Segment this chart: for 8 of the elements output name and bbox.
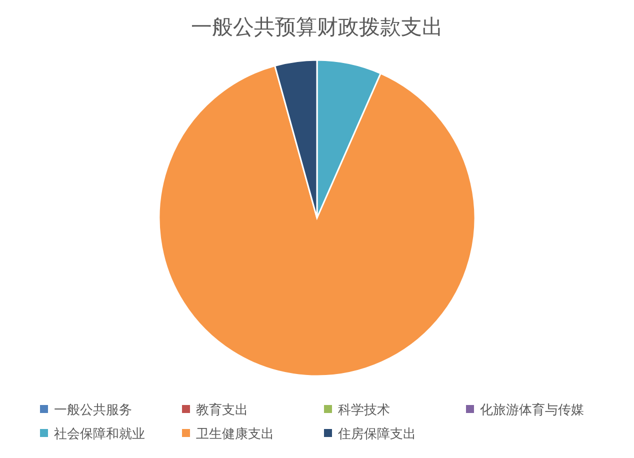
legend-label: 一般公共服务 xyxy=(54,403,132,418)
legend-label: 住房保障支出 xyxy=(337,426,416,442)
legend-label: 卫生健康支出 xyxy=(196,427,274,442)
legend-label: 化旅游体育与传媒 xyxy=(480,402,584,418)
chart-title: 一般公共预算财政拨款支出 xyxy=(191,15,443,39)
legend-label: 社会保障和就业 xyxy=(54,427,145,442)
legend-label: 科学技术 xyxy=(338,403,390,418)
legend-label: 教育支出 xyxy=(196,402,248,418)
